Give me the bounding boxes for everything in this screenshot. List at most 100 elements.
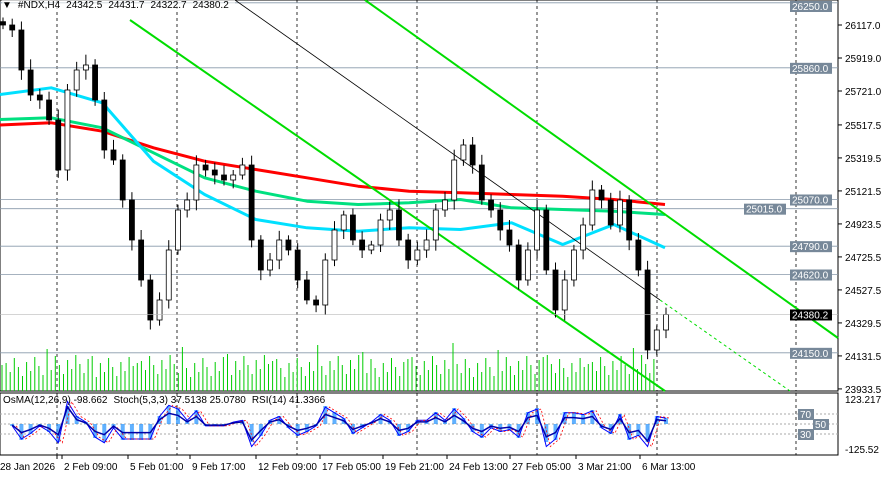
- stoch-signal-line: [15, 400, 671, 448]
- candle-bear: [313, 299, 319, 306]
- candle-bear: [396, 209, 402, 241]
- close-value: 24380.2: [192, 0, 229, 11]
- candle-bear: [119, 159, 126, 201]
- candle-bear: [506, 229, 513, 246]
- candle-bull: [276, 239, 283, 261]
- candle-bear: [36, 94, 43, 101]
- candle-bull: [82, 64, 89, 71]
- sub-level-label-bg: [798, 429, 814, 440]
- y-tick-label: 24329.5: [845, 319, 882, 330]
- osma-bar: [645, 424, 650, 442]
- osma-bar: [10, 424, 15, 426]
- x-tick-label: 9 Feb 17:00: [192, 462, 246, 473]
- osma-bar: [544, 424, 549, 442]
- candle-bull: [571, 249, 577, 281]
- open-value: 24342.5: [66, 0, 103, 11]
- osma-bar: [249, 424, 254, 442]
- candle-bull: [442, 199, 448, 211]
- candle-bear: [92, 64, 98, 101]
- candle-bear: [405, 239, 412, 261]
- candle-bull: [432, 209, 439, 241]
- x-tick-label: 3 Mar 21:00: [578, 462, 632, 473]
- dropdown-icon[interactable]: ▼: [2, 0, 12, 11]
- sub-max-label: 123.217: [845, 395, 882, 406]
- candle-bear: [285, 239, 292, 251]
- candle-bull: [377, 219, 384, 246]
- channel-upper-line: [364, 0, 839, 339]
- y-tick-label: 26117.0: [845, 21, 881, 32]
- candle-bull: [617, 199, 623, 226]
- osma-bar: [102, 424, 107, 442]
- sub-level-label: 50: [815, 420, 827, 431]
- candle-bear: [221, 174, 227, 181]
- sub-level-label-bg: [813, 419, 829, 430]
- candle-bull: [561, 279, 568, 311]
- candle-bear: [478, 164, 485, 201]
- candle-bear: [635, 239, 642, 271]
- candle-bear: [0, 21, 6, 26]
- osma-label: OsMA(12,26,9) -98.662: [3, 395, 108, 406]
- candle-bear: [55, 119, 62, 171]
- candle-bull: [340, 214, 347, 231]
- candle-bull: [156, 299, 163, 321]
- level-label-bg: [790, 347, 832, 359]
- y-tick-label: 24725.5: [845, 253, 882, 264]
- level-label: 24790.0: [792, 242, 829, 253]
- rsi-line: [11, 405, 667, 443]
- candle-bear: [101, 99, 108, 151]
- ma-mid-line: [0, 116, 666, 216]
- candle-bear: [552, 269, 559, 311]
- candle-bull: [524, 249, 531, 281]
- candle-bear: [607, 199, 614, 226]
- level-label: 25860.0: [792, 64, 829, 75]
- y-tick-label: 24527.5: [845, 286, 882, 297]
- candle-bear: [129, 199, 135, 241]
- current-price-label: 24380.2: [792, 310, 829, 321]
- ma-long-line: [0, 121, 666, 206]
- y-tick-label: 24131.5: [845, 352, 882, 363]
- candle-bear: [211, 169, 218, 176]
- candle-bull: [534, 209, 540, 251]
- x-tick-label: 6 Mar 13:00: [642, 462, 696, 473]
- candle-bear: [110, 149, 117, 161]
- candle-bear: [138, 239, 145, 281]
- candle-bull: [267, 259, 273, 271]
- trend-line: [234, 0, 661, 301]
- candle-bull: [64, 89, 71, 171]
- level-label: 25015.0: [746, 205, 783, 216]
- level-label-bg: [744, 203, 786, 215]
- symbol-label: #NDX,H4: [17, 0, 61, 11]
- candle-bull: [653, 329, 660, 351]
- level-label-bg: [790, 194, 832, 206]
- sub-level-label-bg: [798, 409, 814, 420]
- candle-bear: [303, 279, 310, 301]
- channel-lower-line: [129, 19, 666, 392]
- candle-bear: [488, 199, 494, 211]
- candle-bear: [515, 244, 522, 281]
- indicator-header: OsMA(12,26,9) -98.662 Stoch(5,3,3) 37.513…: [3, 395, 331, 406]
- candle-bear: [469, 144, 476, 166]
- candle-bull: [580, 224, 587, 251]
- candle-bull: [663, 314, 669, 331]
- candle-bull: [165, 249, 172, 301]
- y-tick-label: 25121.5: [845, 187, 882, 198]
- osma-bar: [664, 417, 668, 424]
- high-value: 24431.7: [108, 0, 145, 11]
- candle-bull: [331, 229, 338, 261]
- candle-bear: [294, 249, 301, 281]
- y-tick-label: 25919.0: [845, 54, 882, 65]
- osma-bar: [65, 406, 70, 424]
- candle-bear: [46, 99, 52, 121]
- candle-bull: [184, 199, 191, 211]
- x-tick-label: 2 Feb 09:00: [64, 462, 118, 473]
- main-frame: [0, 0, 839, 392]
- candle-bull: [230, 174, 237, 181]
- candle-bull: [368, 244, 375, 251]
- trend-line-projection: [659, 299, 791, 392]
- candle-bull: [451, 159, 458, 201]
- stoch-label: Stoch(5,3,3) 37.5138 25.0780: [113, 395, 246, 406]
- ma-short-line: [0, 86, 666, 250]
- candle-bear: [202, 164, 209, 171]
- candle-bear: [147, 279, 154, 321]
